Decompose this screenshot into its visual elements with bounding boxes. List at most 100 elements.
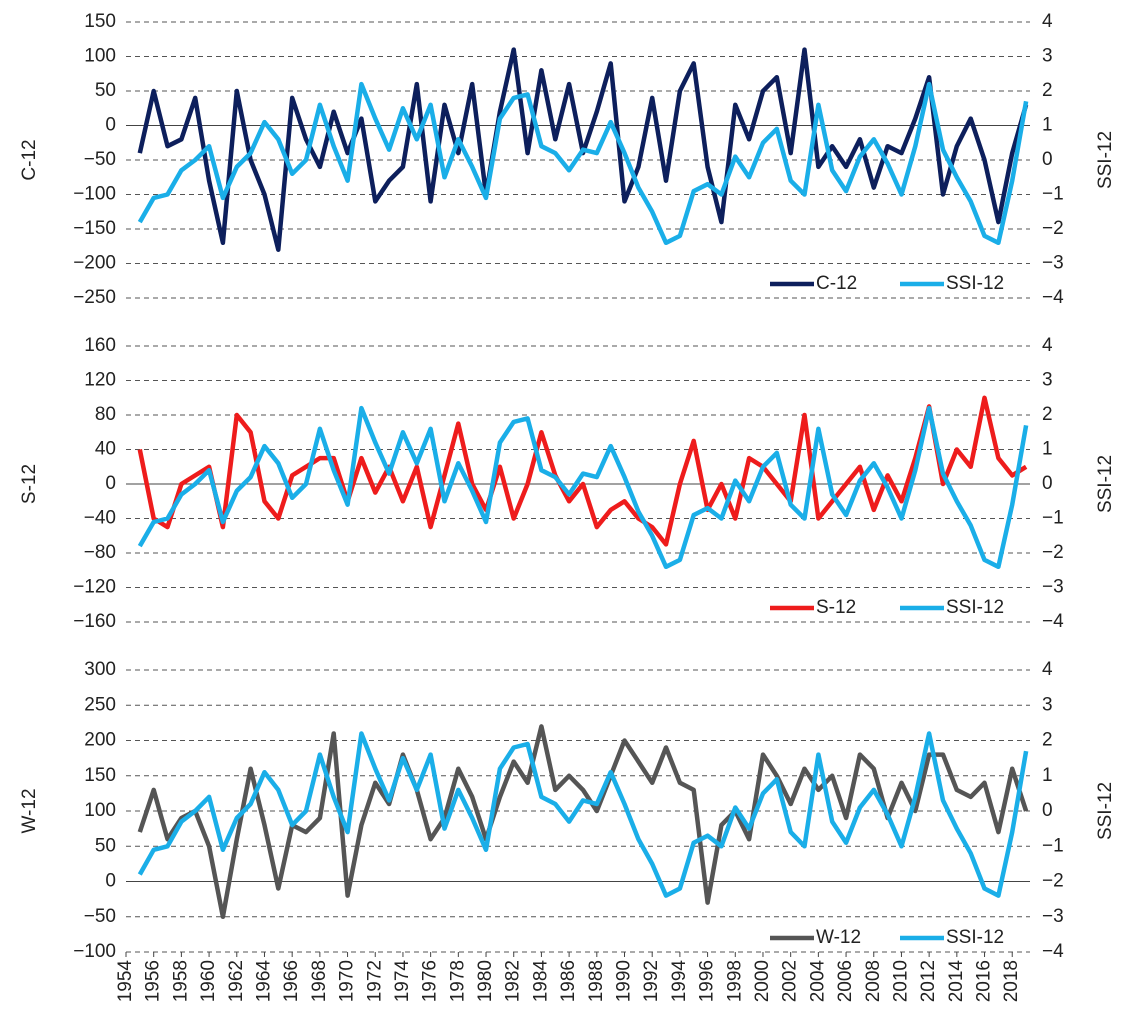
- y2-tick-label: −1: [1042, 835, 1064, 856]
- x-tick-label: 2010: [890, 960, 911, 1002]
- y-tick-label: 150: [84, 11, 116, 32]
- y2-tick-label: 4: [1042, 659, 1053, 680]
- y-tick-label: 160: [84, 335, 116, 356]
- y-tick-label: −50: [84, 149, 116, 170]
- y2-tick-label: 2: [1042, 404, 1053, 425]
- y-tick-label: −160: [73, 611, 116, 632]
- x-tick-label: 1978: [447, 960, 468, 1002]
- y2-tick-label: −3: [1042, 906, 1064, 927]
- legend-label: C-12: [816, 273, 857, 294]
- series-line: [137, 405, 1029, 570]
- x-tick-label: 2016: [974, 960, 995, 1002]
- y-tick-label: −120: [73, 577, 116, 598]
- y-tick-label: 150: [84, 765, 116, 786]
- x-tick-label: 1996: [697, 960, 718, 1002]
- y-tick-label: −200: [73, 253, 116, 274]
- y2-tick-label: 4: [1042, 335, 1053, 356]
- y-tick-label: 0: [105, 871, 116, 892]
- y-tick-label: −100: [73, 941, 116, 962]
- y-tick-label: 50: [95, 835, 116, 856]
- y-tick-label: 0: [105, 473, 116, 494]
- series-line: [137, 395, 1028, 547]
- x-tick-label: 1988: [586, 960, 607, 1002]
- x-tick-label: 2000: [752, 960, 773, 1002]
- y-tick-label: 100: [84, 800, 116, 821]
- x-tick-label: 1982: [503, 960, 524, 1002]
- y-tick-label: 200: [84, 730, 116, 751]
- x-tick-label: 1974: [392, 960, 413, 1003]
- y2-tick-label: −2: [1042, 871, 1064, 892]
- x-tick-label: 1984: [530, 960, 551, 1003]
- x-tick-label: 1972: [364, 960, 385, 1002]
- x-tick-label: 1994: [669, 960, 690, 1003]
- y-tick-label: −250: [73, 287, 116, 308]
- y2-axis-label: SSI-12: [1095, 131, 1116, 189]
- y2-tick-label: −4: [1042, 941, 1064, 962]
- x-tick-label: 1962: [226, 960, 247, 1002]
- y2-axis-label: SSI-12: [1095, 782, 1116, 840]
- x-tick-label: 2012: [918, 960, 939, 1002]
- x-tick-label: 1980: [475, 960, 496, 1002]
- y2-tick-label: 3: [1042, 46, 1053, 67]
- y2-tick-label: −2: [1042, 218, 1064, 239]
- legend-label: SSI-12: [946, 927, 1004, 948]
- y2-tick-label: 2: [1042, 80, 1053, 101]
- y2-tick-label: −2: [1042, 542, 1064, 563]
- y-axis-label: C-12: [19, 139, 40, 180]
- x-tick-label: 1990: [614, 960, 635, 1002]
- y2-tick-label: 3: [1042, 370, 1053, 391]
- x-tick-label: 1958: [170, 960, 191, 1002]
- x-tick-label: 1992: [641, 960, 662, 1002]
- y-tick-label: −80: [84, 542, 116, 563]
- y-tick-label: −50: [84, 906, 116, 927]
- legend-label: S-12: [816, 597, 856, 618]
- x-tick-label: 1998: [724, 960, 745, 1002]
- y2-tick-label: 1: [1042, 439, 1053, 460]
- x-tick-label: 2006: [835, 960, 856, 1002]
- y2-tick-label: 1: [1042, 765, 1053, 786]
- y2-tick-label: 3: [1042, 694, 1053, 715]
- x-tick-label: 2008: [863, 960, 884, 1002]
- y-tick-label: −40: [84, 508, 116, 529]
- series-line: [137, 81, 1029, 246]
- y-tick-label: 300: [84, 659, 116, 680]
- y-tick-label: 40: [95, 439, 116, 460]
- x-tick-label: 2014: [946, 960, 967, 1003]
- y-tick-label: 50: [95, 80, 116, 101]
- y2-tick-label: −1: [1042, 508, 1064, 529]
- y2-tick-label: 4: [1042, 11, 1053, 32]
- y-tick-label: 0: [105, 115, 116, 136]
- series-line: [137, 731, 1029, 898]
- y2-tick-label: 0: [1042, 473, 1053, 494]
- x-tick-label: 1954: [115, 960, 136, 1003]
- y2-tick-label: −4: [1042, 611, 1064, 632]
- y-tick-label: 100: [84, 46, 116, 67]
- y2-tick-label: 2: [1042, 730, 1053, 751]
- x-tick-label: 1960: [198, 960, 219, 1002]
- y2-tick-label: −1: [1042, 184, 1064, 205]
- y2-tick-label: −3: [1042, 577, 1064, 598]
- y2-tick-label: 0: [1042, 149, 1053, 170]
- y2-tick-label: −4: [1042, 287, 1064, 308]
- y2-tick-label: 1: [1042, 115, 1053, 136]
- x-tick-label: 1968: [309, 960, 330, 1002]
- y-tick-label: 120: [84, 370, 116, 391]
- x-tick-label: 1986: [558, 960, 579, 1002]
- x-tick-label: 2004: [807, 960, 828, 1003]
- y-tick-label: −150: [73, 218, 116, 239]
- x-tick-label: 1964: [253, 960, 274, 1003]
- y-tick-label: −100: [73, 184, 116, 205]
- x-tick-label: 1976: [420, 960, 441, 1002]
- y2-tick-label: 0: [1042, 800, 1053, 821]
- y-tick-label: 250: [84, 694, 116, 715]
- legend-label: W-12: [816, 927, 861, 948]
- legend-label: SSI-12: [946, 597, 1004, 618]
- x-tick-label: 2018: [1001, 960, 1022, 1002]
- x-tick-label: 2002: [780, 960, 801, 1002]
- x-tick-label: 1966: [281, 960, 302, 1002]
- series-line: [137, 724, 1029, 920]
- y2-axis-label: SSI-12: [1095, 455, 1116, 513]
- y2-tick-label: −3: [1042, 253, 1064, 274]
- y-axis-label: W-12: [19, 788, 40, 833]
- y-tick-label: 80: [95, 404, 116, 425]
